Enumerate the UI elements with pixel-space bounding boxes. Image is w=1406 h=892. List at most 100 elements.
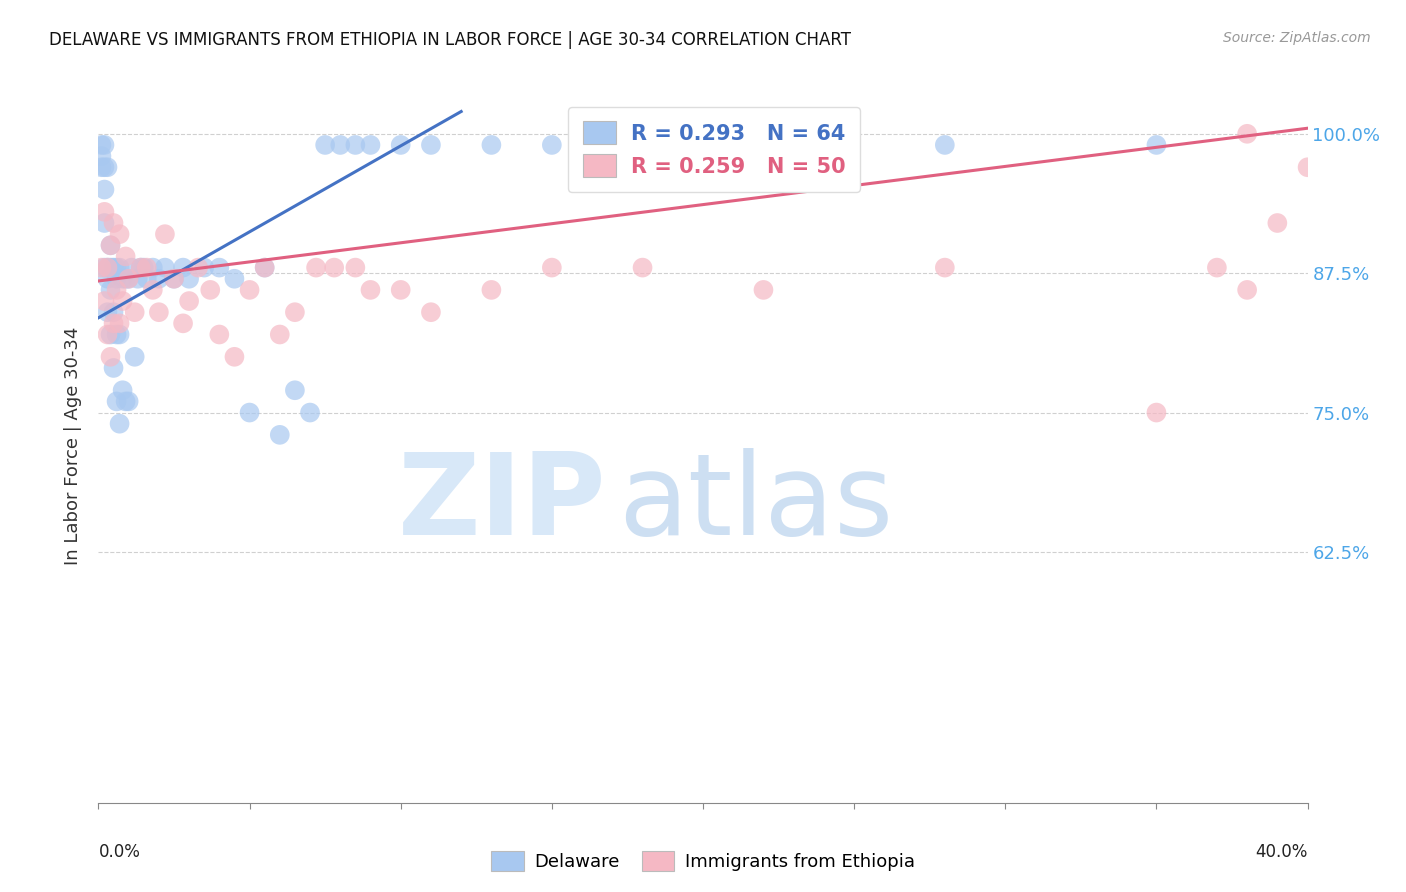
Point [389, 283, 412, 297]
Point [114, 271, 136, 285]
Point [253, 260, 276, 275]
Point [420, 305, 443, 319]
Point [142, 260, 165, 275]
Point [103, 305, 125, 319]
Point [114, 394, 136, 409]
Point [103, 216, 125, 230]
Point [284, 305, 307, 319]
Point [135, 260, 157, 275]
Point [179, 271, 201, 285]
Legend: R = 0.293   N = 64, R = 0.259   N = 50: R = 0.293 N = 64, R = 0.259 N = 50 [568, 107, 860, 192]
Text: 0.0%: 0.0% [98, 843, 141, 861]
Point [105, 327, 128, 342]
Point [631, 260, 654, 275]
Point [142, 283, 165, 297]
Point [299, 405, 322, 420]
Point [121, 260, 143, 275]
Point [93, 161, 115, 175]
Point [752, 138, 775, 153]
Point [93, 204, 115, 219]
Point [127, 271, 149, 285]
Point [481, 283, 503, 297]
Point [179, 293, 201, 308]
Point [90, 149, 112, 163]
Point [1144, 138, 1167, 153]
Point [148, 305, 170, 319]
Text: ZIP: ZIP [398, 448, 606, 558]
Point [90, 138, 112, 153]
Point [105, 394, 128, 409]
Point [108, 327, 131, 342]
Point [323, 260, 346, 275]
Text: DELAWARE VS IMMIGRANTS FROM ETHIOPIA IN LABOR FORCE | AGE 30-34 CORRELATION CHAR: DELAWARE VS IMMIGRANTS FROM ETHIOPIA IN … [49, 31, 851, 49]
Point [481, 138, 503, 153]
Point [114, 250, 136, 264]
Point [934, 260, 956, 275]
Point [631, 138, 654, 153]
Point [105, 271, 128, 285]
Point [314, 138, 336, 153]
Point [153, 227, 176, 241]
Point [100, 283, 122, 297]
Point [103, 260, 125, 275]
Point [172, 260, 194, 275]
Point [752, 283, 775, 297]
Point [100, 350, 122, 364]
Point [96, 271, 118, 285]
Point [344, 260, 367, 275]
Point [163, 271, 186, 285]
Text: 40.0%: 40.0% [1256, 843, 1308, 861]
Point [96, 305, 118, 319]
Point [103, 317, 125, 331]
Point [1206, 260, 1229, 275]
Point [96, 327, 118, 342]
Point [124, 350, 146, 364]
Point [1327, 138, 1350, 153]
Point [108, 417, 131, 431]
Point [93, 260, 115, 275]
Point [118, 394, 141, 409]
Point [129, 260, 152, 275]
Point [108, 260, 131, 275]
Point [239, 405, 262, 420]
Point [540, 260, 562, 275]
Point [90, 260, 112, 275]
Point [148, 271, 170, 285]
Legend: Delaware, Immigrants from Ethiopia: Delaware, Immigrants from Ethiopia [484, 844, 922, 879]
Point [200, 283, 222, 297]
Point [239, 283, 262, 297]
Point [163, 271, 186, 285]
Point [253, 260, 276, 275]
Point [1236, 127, 1258, 141]
Point [360, 283, 382, 297]
Point [111, 384, 134, 398]
Point [360, 138, 382, 153]
Point [111, 293, 134, 308]
Point [269, 428, 291, 442]
Point [96, 161, 118, 175]
Point [389, 138, 412, 153]
Point [93, 138, 115, 153]
Point [1296, 161, 1319, 175]
Point [420, 138, 443, 153]
Text: Source: ZipAtlas.com: Source: ZipAtlas.com [1223, 31, 1371, 45]
Point [269, 327, 291, 342]
Point [103, 361, 125, 376]
Point [135, 271, 157, 285]
Point [108, 227, 131, 241]
Point [329, 138, 352, 153]
Point [1267, 216, 1289, 230]
Point [108, 317, 131, 331]
Point [105, 283, 128, 297]
Point [124, 305, 146, 319]
Point [208, 260, 231, 275]
Point [540, 138, 562, 153]
Point [187, 260, 209, 275]
Point [105, 260, 128, 275]
Point [132, 260, 155, 275]
Y-axis label: In Labor Force | Age 30-34: In Labor Force | Age 30-34 [65, 326, 83, 566]
Point [129, 260, 152, 275]
Point [93, 182, 115, 196]
Point [100, 260, 122, 275]
Point [305, 260, 328, 275]
